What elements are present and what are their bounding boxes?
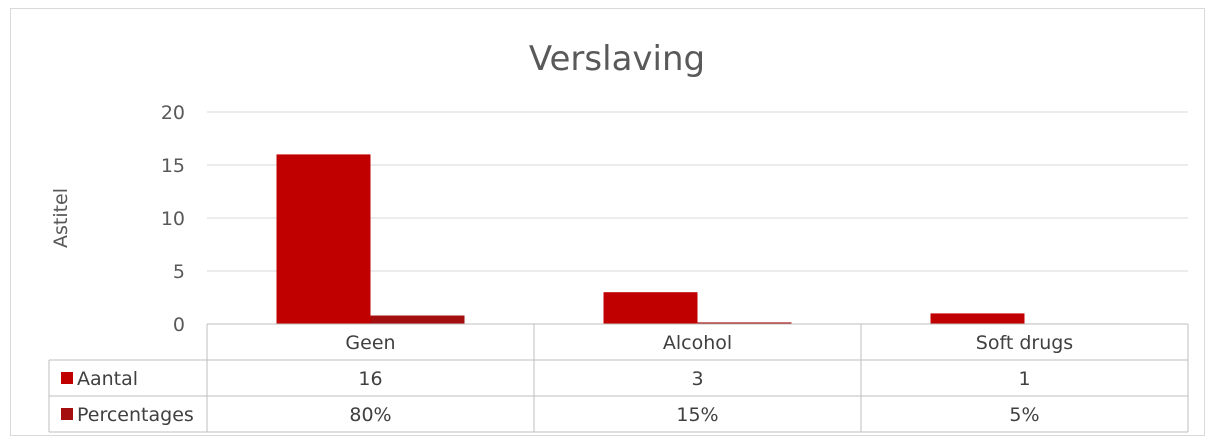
data-label: 80% — [349, 404, 391, 426]
bar-percentages — [370, 315, 465, 324]
y-axis-ticks: 0 5 10 15 20 — [161, 102, 185, 336]
legend-label: Aantal — [77, 368, 138, 390]
bar-aantal — [276, 154, 371, 324]
category-label: Alcohol — [663, 332, 732, 354]
data-label: 5% — [1009, 404, 1039, 426]
data-table: Geen Alcohol Soft drugs Aantal 16 3 1 Percentag… — [48, 323, 1189, 433]
y-axis-title: Astitel — [50, 188, 72, 248]
bar-percentages — [697, 322, 792, 324]
y-tick-label: 15 — [161, 155, 185, 177]
legend-label: Percentages — [77, 404, 194, 426]
y-tick-label: 10 — [161, 208, 185, 230]
chart-title: Verslaving — [529, 39, 705, 79]
legend-swatch — [61, 372, 73, 384]
category-label: Soft drugs — [976, 332, 1073, 354]
y-tick-label: 0 — [173, 314, 185, 336]
data-label: 16 — [358, 368, 382, 390]
legend-swatch — [61, 408, 73, 420]
bar-aantal — [603, 292, 698, 324]
chart-frame — [10, 8, 1205, 436]
category-label: Geen — [345, 332, 395, 354]
data-label: 1 — [1018, 368, 1030, 390]
data-label: 3 — [691, 368, 703, 390]
bars — [276, 154, 1119, 324]
bar-aantal — [930, 313, 1025, 324]
y-tick-label: 5 — [173, 261, 185, 283]
data-label: 15% — [676, 404, 718, 426]
y-tick-label: 20 — [161, 102, 185, 124]
